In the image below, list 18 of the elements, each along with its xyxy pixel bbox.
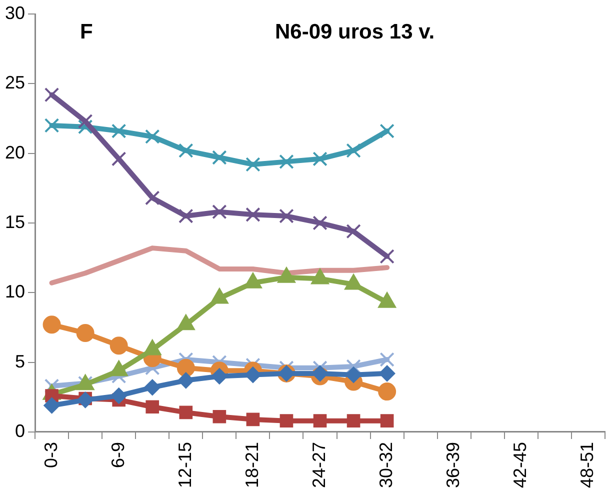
y-tick-label: 30 [4, 2, 26, 23]
annotation: N6-09 uros 13 v. [275, 20, 435, 44]
y-tick-label: 5 [15, 351, 26, 372]
x-tick-label: 6-9 [108, 442, 128, 468]
x-tick-label: 48-51 [577, 442, 598, 488]
annotation: F [80, 20, 94, 44]
x-tick-label: 18-21 [242, 442, 262, 488]
x-tick-label: 30-32 [376, 442, 396, 488]
y-tick-label: 10 [4, 282, 26, 302]
y-tick-label: 25 [4, 72, 26, 93]
y-tick-label: 20 [4, 142, 26, 162]
x-tick-label: 36-39 [443, 442, 464, 488]
y-tick-label: 0 [15, 420, 26, 441]
y-tick-label: 15 [4, 212, 26, 232]
x-tick-label: 24-27 [308, 442, 329, 488]
x-tick-label: 0-3 [40, 442, 61, 468]
x-tick-label: 12-15 [174, 442, 195, 488]
x-tick-label: 42-45 [510, 442, 530, 488]
